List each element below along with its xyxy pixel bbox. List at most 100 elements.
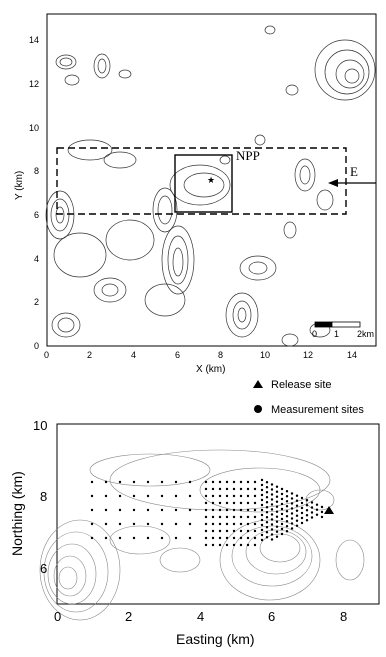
measurement-site-dot — [315, 503, 319, 506]
y-tick: 4 — [34, 254, 39, 264]
wind-label: E — [350, 164, 358, 179]
y-tick: 6 — [34, 210, 39, 220]
measurement-site-dot — [225, 522, 229, 526]
top-map: NPP ★ E 0 1 2km 0 2 4 6 8 10 12 14 Y (km… — [14, 13, 377, 375]
measurement-site-dot — [132, 522, 136, 526]
measurement-site-dot — [239, 515, 243, 519]
measurement-site-dot — [300, 516, 304, 520]
measurement-site-dot — [225, 515, 229, 519]
measurement-site-dot — [280, 507, 284, 511]
measurement-site-dot — [232, 515, 236, 519]
measurement-site-dot — [290, 497, 294, 500]
measurement-site-dot — [260, 493, 264, 497]
measurement-site-dot — [275, 505, 279, 508]
release-site-marker — [324, 506, 334, 514]
measurement-site-dot — [104, 494, 108, 498]
x-tick: 0 — [44, 350, 49, 360]
measurement-site-dot — [246, 494, 250, 498]
measurement-site-dot — [260, 513, 264, 517]
measurement-site-dot — [218, 508, 222, 512]
measurement-site-dot — [211, 480, 215, 484]
measurement-site-dot — [104, 522, 108, 526]
measurement-site-dot — [253, 515, 257, 519]
measurement-site-dot — [265, 536, 269, 539]
x-tick: 2 — [87, 350, 92, 360]
wind-arrow-head-icon — [328, 179, 338, 187]
measurement-site-dot — [218, 501, 222, 505]
y-axis-label: Y (km) — [14, 171, 25, 200]
measurement-site-dot — [270, 483, 274, 486]
measurement-site-dot — [239, 529, 243, 533]
measurement-site-icon — [254, 405, 262, 413]
measurement-site-dot — [118, 536, 122, 540]
measurement-site-dot — [253, 494, 257, 498]
measurement-site-dot — [174, 536, 178, 540]
scale-label-1: 1 — [334, 329, 339, 339]
measurement-site-dot — [211, 494, 215, 498]
measurement-site-dot — [275, 515, 279, 518]
measurement-site-dot — [300, 501, 304, 505]
measurement-site-dot — [295, 499, 299, 502]
x-tick: 6 — [175, 350, 180, 360]
measurement-site-dot — [239, 480, 243, 484]
y-tick: 8 — [40, 489, 47, 504]
measurement-site-dot — [239, 536, 243, 540]
measurement-site-dot — [280, 527, 284, 531]
measurement-site-dot — [270, 488, 274, 491]
measurement-site-dot — [285, 500, 289, 503]
measurement-site-dot — [118, 494, 122, 498]
y-tick: 10 — [29, 123, 39, 133]
measurement-site-dot — [188, 494, 192, 498]
measurement-site-dot — [260, 518, 264, 522]
measurement-site-dot — [204, 480, 208, 484]
x-tick: 4 — [131, 350, 136, 360]
measurement-site-dot — [211, 522, 215, 526]
measurement-site-dot — [265, 516, 269, 519]
measurement-site-dot — [253, 508, 257, 512]
measurement-site-dot — [188, 508, 192, 512]
measurement-site-dot — [305, 499, 309, 502]
measurement-site-dot — [118, 480, 122, 484]
measurement-site-dot — [246, 501, 250, 505]
legend-release-label: Release site — [271, 379, 332, 391]
measurement-site-dot — [246, 480, 250, 484]
measurement-site-dot — [265, 521, 269, 524]
study-area-dashed-box — [56, 147, 347, 215]
measurement-site-dot — [260, 523, 264, 527]
measurement-site-dot — [270, 523, 274, 526]
top-y-axis: 0 2 4 6 8 10 12 14 Y (km) — [14, 35, 39, 351]
npp-box — [174, 154, 233, 213]
measurement-site-dot — [246, 536, 250, 540]
measurement-site-dot — [280, 532, 284, 536]
measurement-site-dot — [225, 508, 229, 512]
measurement-site-dot — [253, 501, 257, 505]
measurement-site-dot — [253, 543, 257, 547]
x-axis-label: Easting (km) — [176, 631, 255, 647]
y-tick: 14 — [29, 35, 39, 45]
measurement-site-dot — [204, 501, 208, 505]
measurement-site-dot — [260, 498, 264, 502]
measurement-site-dot — [232, 543, 236, 547]
measurement-site-dot — [218, 522, 222, 526]
measurement-site-dot — [204, 515, 208, 519]
measurement-site-dot — [225, 480, 229, 484]
measurement-site-dot — [275, 520, 279, 523]
measurement-site-dot — [290, 502, 294, 505]
measurement-site-dot — [275, 535, 279, 538]
measurement-site-dot — [280, 512, 284, 516]
x-tick: 14 — [347, 350, 357, 360]
measurement-site-dot — [290, 517, 294, 520]
measurement-site-dot — [270, 498, 274, 501]
bottom-y-axis: 6 8 10 Northing (km) — [9, 418, 47, 576]
measurement-site-dot — [239, 508, 243, 512]
measurement-site-dot — [204, 508, 208, 512]
measurement-site-dot — [225, 487, 229, 491]
measurement-site-dot — [280, 517, 284, 521]
y-tick: 2 — [34, 297, 39, 307]
measurement-site-dot — [305, 504, 309, 507]
measurement-site-dot — [285, 490, 289, 493]
scale-label-0: 0 — [312, 329, 317, 339]
measurement-site-dot — [295, 514, 299, 517]
measurement-site-dot — [270, 503, 274, 506]
measurement-site-dot — [285, 495, 289, 498]
